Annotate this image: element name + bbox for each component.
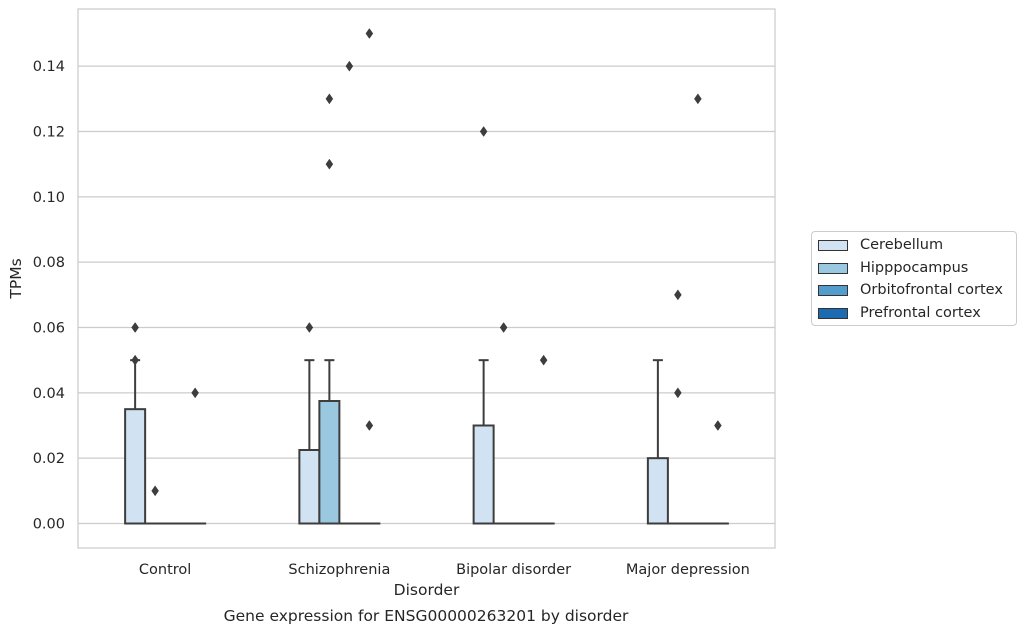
box-prefrontal-cortex <box>184 387 207 525</box>
box-cerebellum <box>124 322 147 525</box>
outlier-point <box>365 420 374 431</box>
box-cerebellum <box>646 359 669 525</box>
y-tick-label: 0.08 <box>33 255 65 271</box>
box-hipppocampus <box>492 322 515 525</box>
legend-item-prefrontal-cortex: Prefrontal cortex <box>818 304 981 322</box>
y-tick-label: 0.06 <box>33 321 65 337</box>
legend-swatch <box>818 307 848 319</box>
y-tick-label: 0.14 <box>33 59 65 75</box>
outlier-point <box>191 387 199 399</box>
y-tick-label: 0.12 <box>33 125 65 141</box>
box-body <box>646 457 669 525</box>
box-prefrontal-cortex <box>358 28 381 525</box>
legend-item-hippocampus: Hipppocampus <box>818 259 968 277</box>
box-hipppocampus <box>144 485 167 525</box>
figure-caption: Gene expression for ENSG00000263201 by d… <box>223 607 629 625</box>
boxes <box>124 28 729 525</box>
outlier-point <box>694 93 702 105</box>
y-tick-label: 0.04 <box>33 386 65 402</box>
outlier-point <box>479 126 488 137</box>
y-tick-label: 0.10 <box>33 190 65 206</box>
legend-swatch <box>818 284 848 296</box>
box-cerebellum <box>472 126 495 525</box>
y-tick-labels: 0.00 0.02 0.04 0.06 0.08 0.10 0.12 0.14 <box>33 59 65 532</box>
x-tick-labels: Control Schizophrenia Bipolar disorder Majo… <box>139 562 750 578</box>
box-hipppocampus <box>318 93 341 525</box>
box-hipppocampus <box>666 289 689 525</box>
legend: Cerebellum Hipppocampus Orbitofrontal co… <box>811 231 1017 326</box>
outlier-point <box>305 322 314 333</box>
y-tick-label: 0.02 <box>33 451 65 467</box>
y-tick-label: 0.00 <box>33 517 65 533</box>
box-cerebellum <box>298 322 321 525</box>
outlier-point <box>365 28 374 39</box>
box-orbitofrontal-cortex <box>338 60 361 525</box>
x-tick-label: Schizophrenia <box>288 562 390 578</box>
outlier-point <box>325 93 334 105</box>
plot-area-frame <box>77 8 776 549</box>
box-prefrontal-cortex <box>532 354 555 525</box>
outlier-point <box>539 354 548 366</box>
outlier-point <box>674 387 682 399</box>
legend-label: Hipppocampus <box>860 260 969 276</box>
legend-label: Cerebellum <box>860 237 944 253</box>
legend-item-cerebellum: Cerebellum <box>818 236 943 254</box>
outlier-point <box>131 322 139 333</box>
outlier-point <box>714 420 722 431</box>
legend-label: Orbitofrontal cortex <box>860 282 1003 298</box>
outlier-point <box>499 322 508 333</box>
box-body <box>124 408 147 525</box>
outlier-point <box>674 289 682 301</box>
outlier-point <box>325 158 334 170</box>
legend-swatch <box>818 239 848 251</box>
x-tick-label: Major depression <box>626 562 750 578</box>
y-axis-label: TPMs <box>7 258 25 299</box>
gridlines <box>78 65 775 525</box>
box-body <box>298 449 321 525</box>
box-orbitofrontal-cortex <box>686 93 709 525</box>
legend-swatch <box>818 262 848 274</box>
box-body <box>318 400 341 525</box>
x-tick-label: Control <box>139 562 191 578</box>
box-prefrontal-cortex <box>706 420 729 525</box>
outlier-point <box>151 485 159 497</box>
outlier-point <box>131 354 139 366</box>
legend-item-orbitofrontal-cortex: Orbitofrontal cortex <box>818 281 1003 299</box>
box-body <box>472 424 495 525</box>
legend-label: Prefrontal cortex <box>860 305 981 321</box>
x-axis-label: Disorder <box>394 581 460 599</box>
x-tick-label: Bipolar disorder <box>456 562 571 578</box>
outlier-point <box>345 60 354 72</box>
